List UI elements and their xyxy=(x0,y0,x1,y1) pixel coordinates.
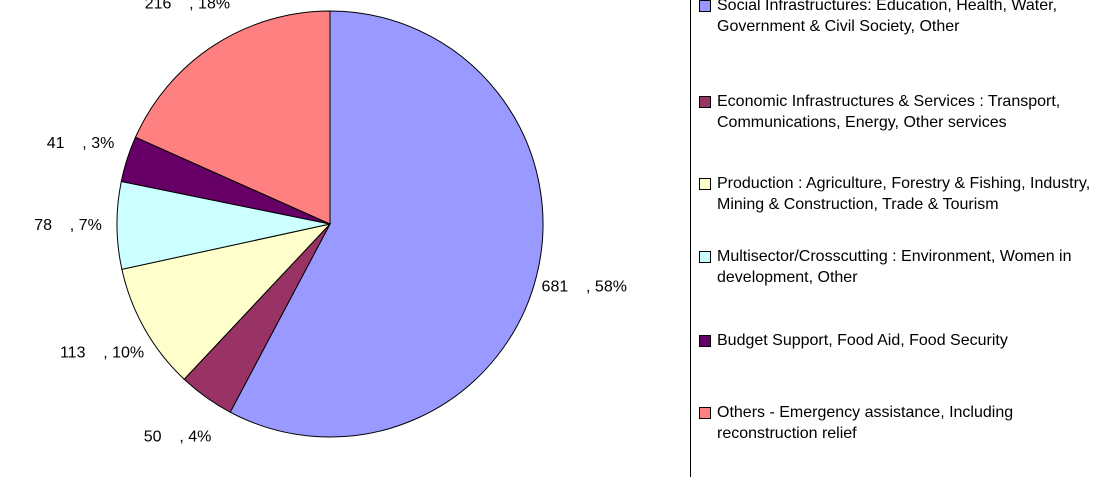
data-label: 113 , 10% xyxy=(60,344,144,361)
pie-slice xyxy=(134,10,331,225)
pie-slice xyxy=(121,223,332,380)
legend-label: Others - Emergency assistance, Including… xyxy=(717,404,1014,442)
legend-label: Production : Agriculture, Forestry & Fis… xyxy=(717,175,1091,213)
legend-swatch xyxy=(699,178,711,190)
data-label: 216 , 18% xyxy=(145,0,230,12)
legend-label: Economic Infrastructures & Services : Tr… xyxy=(717,93,1061,131)
legend-label: Multisector/Crosscutting : Environment, … xyxy=(717,248,1072,286)
legend-swatch xyxy=(699,251,711,263)
legend-label: Social Infrastructures: Education, Healt… xyxy=(717,0,1058,35)
legend-swatch xyxy=(699,407,711,419)
legend-swatch xyxy=(699,0,711,12)
pie-chart: 681 , 58% 50 , 4% 113 , 10% 78 , 7% 41 , 3% 2… xyxy=(34,0,627,445)
data-label: 41 , 3% xyxy=(47,135,115,152)
legend-swatch xyxy=(699,335,711,347)
data-label: 78 , 7% xyxy=(34,217,102,234)
pie-slice xyxy=(229,10,544,438)
legend-label: Budget Support, Food Aid, Food Security xyxy=(717,332,1008,349)
data-label: 50 , 4% xyxy=(144,428,212,445)
data-label: 681 , 58% xyxy=(542,278,627,295)
legend: Social Infrastructures: Education, Healt… xyxy=(690,0,1116,477)
legend-swatch xyxy=(699,96,711,108)
